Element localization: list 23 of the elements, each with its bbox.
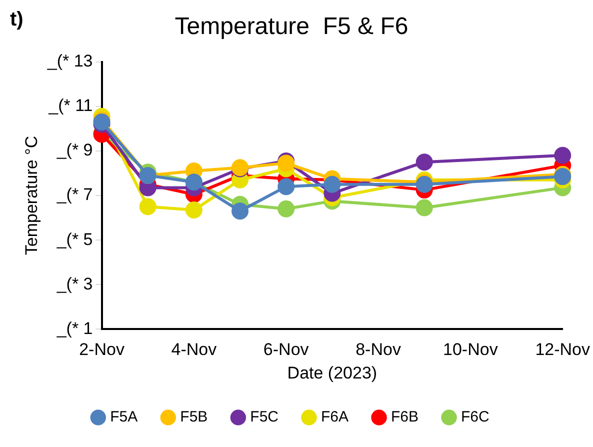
y-tick-label: _(* 3 xyxy=(56,274,93,294)
x-tick-label: 2-Nov xyxy=(79,340,125,360)
text: t) xyxy=(10,8,24,31)
legend-label: F6C xyxy=(461,408,490,426)
x-tick-label: 10-Nov xyxy=(443,340,498,360)
x-tick-label: 12-Nov xyxy=(535,340,590,360)
legend-label: F5A xyxy=(110,408,138,426)
y-tick-label: _(* 1 xyxy=(56,318,93,338)
y-tick-label: _(* 5 xyxy=(56,230,93,249)
y-tick-label: _(* 13 xyxy=(46,51,93,70)
legend-label: F6B xyxy=(391,408,419,426)
y-axis-title: Temperature °C xyxy=(22,136,41,256)
legend-label: F5B xyxy=(180,408,208,426)
legend-label: F6A xyxy=(321,408,349,426)
legend-label: F5C xyxy=(250,408,279,426)
x-tick-label: 6-Nov xyxy=(263,340,310,360)
y-tick-label: _(* 9 xyxy=(56,140,93,160)
x-tick-label: 8-Nov xyxy=(356,340,402,360)
y-tick-label: _(* 11 xyxy=(48,96,93,116)
y-tick-label: _(* 7 xyxy=(56,185,93,204)
chart-title: Temperature F5 & F6 xyxy=(174,13,408,40)
x-tick-label: 4-Nov xyxy=(171,340,218,360)
x-axis-title: Date (2023) xyxy=(287,363,378,382)
